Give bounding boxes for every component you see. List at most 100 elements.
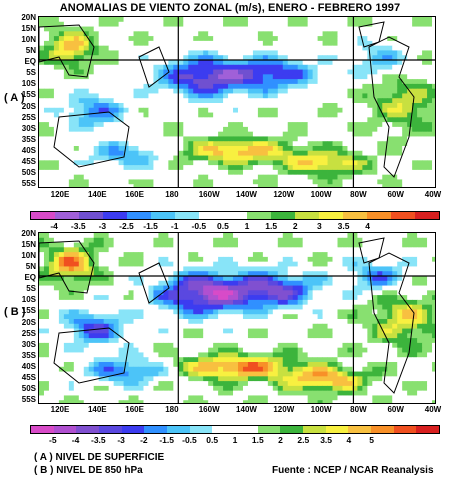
anomaly-cell bbox=[158, 352, 164, 358]
anomaly-cell bbox=[427, 299, 433, 306]
anomaly-cell bbox=[407, 55, 413, 61]
anomaly-cell bbox=[357, 184, 363, 187]
anomaly-cell bbox=[48, 50, 55, 56]
anomaly-cell bbox=[158, 271, 164, 277]
anomaly-cell bbox=[218, 169, 224, 176]
anomaly-cell bbox=[257, 280, 264, 286]
anomaly-cell bbox=[352, 155, 358, 161]
anomaly-cell bbox=[203, 117, 209, 123]
anomaly-cell bbox=[238, 50, 244, 56]
anomaly-cell bbox=[158, 79, 164, 85]
anomaly-cell bbox=[173, 131, 179, 137]
anomaly-cell bbox=[178, 247, 184, 253]
anomaly-cell bbox=[153, 266, 159, 272]
anomaly-cell bbox=[183, 107, 189, 113]
anomaly-cell bbox=[193, 64, 199, 70]
anomaly-cell bbox=[188, 93, 194, 99]
anomaly-cell bbox=[372, 237, 378, 243]
anomaly-cell bbox=[103, 146, 110, 152]
anomaly-cell bbox=[93, 93, 100, 99]
anomaly-cell bbox=[203, 155, 209, 161]
anomaly-cell bbox=[198, 328, 204, 334]
anomaly-cell bbox=[392, 256, 398, 263]
anomaly-cell bbox=[242, 233, 249, 239]
longitude-label: 140W bbox=[236, 190, 257, 199]
anomaly-cell bbox=[68, 150, 75, 156]
anomaly-cell bbox=[58, 31, 65, 37]
anomaly-cell bbox=[287, 98, 294, 104]
anomaly-cell bbox=[407, 141, 413, 147]
anomaly-cell bbox=[223, 256, 229, 263]
anomaly-cell bbox=[78, 252, 85, 258]
anomaly-cell bbox=[277, 64, 284, 70]
anomaly-cell bbox=[153, 88, 159, 94]
anomaly-cell bbox=[352, 117, 358, 123]
anomaly-cell bbox=[133, 50, 139, 56]
colorbar-tick-label: -4 bbox=[50, 221, 58, 231]
anomaly-cell bbox=[173, 79, 179, 85]
anomaly-cell bbox=[372, 98, 378, 104]
anomaly-cell bbox=[83, 233, 90, 239]
anomaly-cell bbox=[312, 45, 319, 51]
anomaly-cell bbox=[128, 131, 134, 137]
anomaly-cell bbox=[332, 165, 338, 171]
anomaly-cell bbox=[382, 93, 388, 99]
anomaly-cell bbox=[183, 165, 189, 171]
anomaly-cell bbox=[83, 112, 90, 118]
anomaly-cell bbox=[302, 184, 309, 187]
anomaly-cell bbox=[337, 74, 343, 80]
anomaly-cell bbox=[377, 69, 383, 75]
anomaly-cell bbox=[88, 112, 95, 118]
anomaly-cell bbox=[322, 136, 328, 142]
anomaly-cell bbox=[332, 261, 338, 267]
anomaly-cell bbox=[228, 342, 234, 349]
anomaly-cell bbox=[148, 261, 154, 267]
anomaly-cell bbox=[322, 338, 328, 344]
anomaly-cell bbox=[203, 174, 209, 180]
anomaly-cell bbox=[272, 141, 279, 147]
anomaly-cell bbox=[242, 237, 249, 243]
anomaly-cell bbox=[367, 150, 373, 156]
anomaly-cell bbox=[183, 64, 189, 70]
anomaly-cell bbox=[168, 295, 174, 301]
anomaly-cell bbox=[397, 103, 403, 109]
anomaly-cell bbox=[352, 280, 358, 286]
longitude-label: 80W bbox=[350, 190, 367, 199]
anomaly-cell bbox=[118, 112, 124, 118]
anomaly-cell bbox=[198, 146, 204, 152]
anomaly-cell bbox=[163, 36, 169, 42]
anomaly-cell bbox=[108, 26, 115, 32]
anomaly-cell bbox=[68, 136, 75, 142]
anomaly-cell bbox=[352, 40, 358, 47]
anomaly-cell bbox=[272, 21, 279, 27]
anomaly-cell bbox=[103, 184, 110, 187]
anomaly-cell bbox=[367, 309, 373, 315]
anomaly-cell bbox=[257, 266, 264, 272]
anomaly-cell bbox=[73, 93, 80, 99]
anomaly-cell bbox=[417, 122, 423, 128]
anomaly-cell bbox=[183, 266, 189, 272]
anomaly-cell bbox=[183, 342, 189, 349]
anomaly-cell bbox=[302, 74, 309, 80]
anomaly-cell bbox=[252, 174, 259, 180]
anomaly-cell bbox=[247, 285, 254, 291]
anomaly-cell bbox=[63, 290, 70, 296]
anomaly-cell bbox=[382, 17, 388, 23]
anomaly-cell bbox=[143, 21, 149, 27]
anomaly-cell bbox=[133, 150, 139, 156]
anomaly-cell bbox=[312, 233, 319, 239]
anomaly-cell bbox=[277, 319, 284, 325]
anomaly-cell bbox=[143, 117, 149, 123]
anomaly-cell bbox=[257, 338, 264, 344]
anomaly-cell bbox=[53, 285, 60, 291]
anomaly-cell bbox=[347, 146, 353, 152]
anomaly-cell bbox=[108, 17, 115, 23]
anomaly-cell bbox=[88, 319, 95, 325]
anomaly-cell bbox=[407, 83, 413, 90]
anomaly-cell bbox=[218, 60, 224, 66]
anomaly-cell bbox=[143, 79, 149, 85]
anomaly-cell bbox=[372, 146, 378, 152]
anomaly-cell bbox=[173, 21, 179, 27]
anomaly-cell bbox=[233, 319, 239, 325]
anomaly-cell bbox=[93, 150, 100, 156]
